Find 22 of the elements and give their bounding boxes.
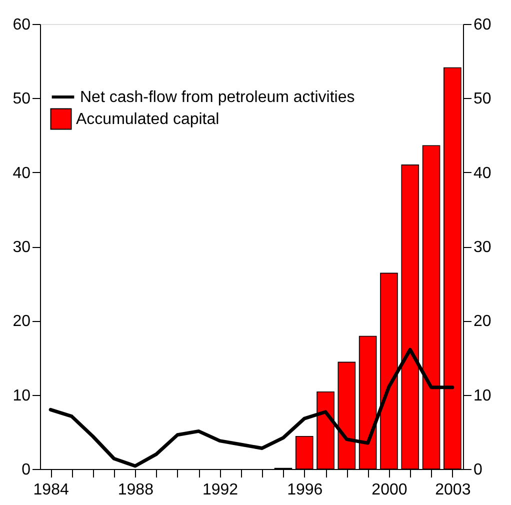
y2-tick-label: 0 — [474, 462, 482, 478]
y-tick-label: 0 — [22, 462, 31, 478]
y2-tick-label: 10 — [474, 387, 492, 404]
y-tick-label: 10 — [12, 387, 31, 404]
y-tick-label: 60 — [12, 16, 31, 34]
legend-label: Accumulated capital — [76, 111, 220, 128]
y-tick-label: 40 — [12, 164, 31, 182]
y2-tick-label: 50 — [474, 90, 492, 108]
x-tick-label: 2003 — [435, 482, 471, 498]
legend-label: Net cash-flow from petroleum activities — [80, 89, 355, 106]
x-tick-label: 1988 — [118, 482, 154, 498]
y-tick-label: 30 — [12, 239, 31, 256]
y-tick-label: 20 — [12, 313, 31, 330]
y2-tick-label: 30 — [474, 239, 492, 256]
y2-tick-label: 20 — [474, 313, 492, 330]
x-tick-label: 1992 — [202, 482, 238, 498]
x-tick-label: 2000 — [372, 482, 408, 498]
y2-tick-label: 40 — [474, 164, 492, 182]
x-tick-label: 1996 — [287, 482, 323, 498]
y-tick-label: 50 — [12, 90, 31, 108]
y2-tick-label: 60 — [474, 16, 492, 34]
x-tick-label: 1984 — [33, 482, 69, 498]
